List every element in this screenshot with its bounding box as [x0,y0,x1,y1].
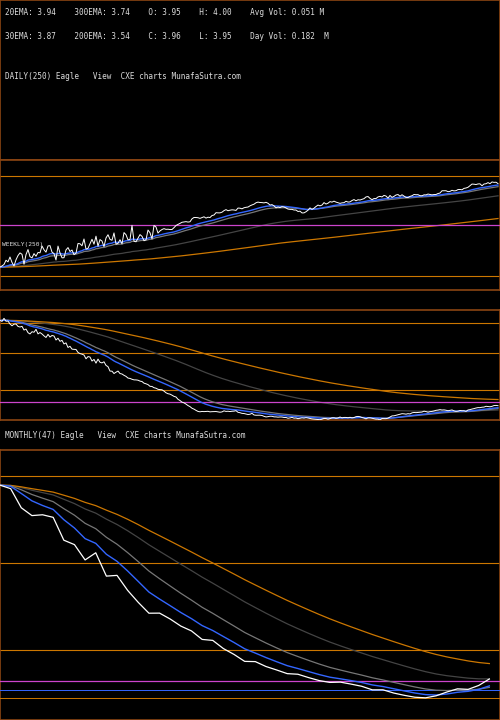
Text: 30EMA: 3.87    200EMA: 3.54    C: 3.96    L: 3.95    Day Vol: 0.182  M: 30EMA: 3.87 200EMA: 3.54 C: 3.96 L: 3.95… [5,32,329,41]
Text: MONTHLY(47) Eagle   View  CXE charts MunafaSutra.com: MONTHLY(47) Eagle View CXE charts Munafa… [5,431,246,439]
Text: 20EMA: 3.94    300EMA: 3.74    O: 3.95    H: 4.00    Avg Vol: 0.051 M: 20EMA: 3.94 300EMA: 3.74 O: 3.95 H: 4.00… [5,8,324,17]
Text: DAILY(250) Eagle   View  CXE charts MunafaSutra.com: DAILY(250) Eagle View CXE charts MunafaS… [5,72,241,81]
Text: WEEKLY(250): WEEKLY(250) [2,242,44,247]
